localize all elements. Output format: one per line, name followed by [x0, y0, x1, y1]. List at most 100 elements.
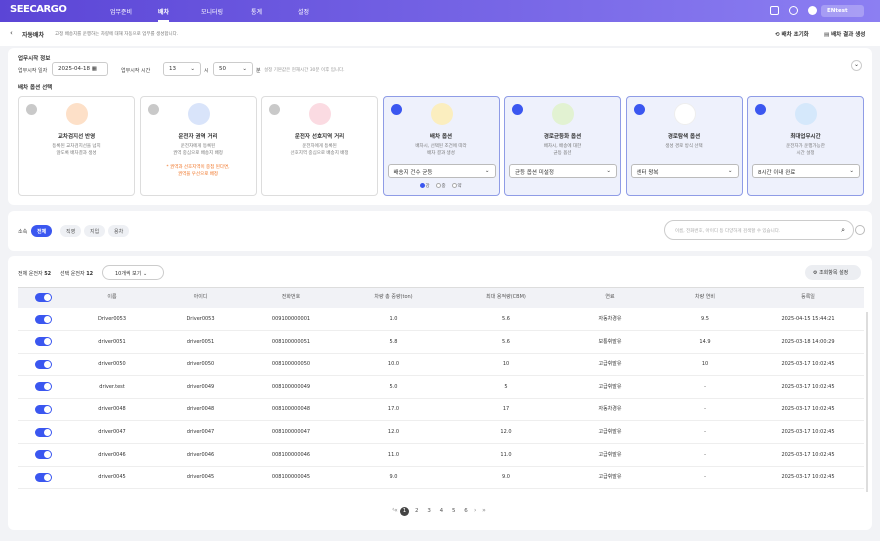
- table-cell: 10: [701, 361, 709, 368]
- page-size-select[interactable]: 10개씩 보기 ⌄: [102, 265, 164, 280]
- row-toggle[interactable]: [35, 404, 52, 414]
- table-cell: driver0049: [186, 383, 215, 390]
- option-card[interactable]: 운전자 권역 거리 운전자에게 등록된 권역 중심으로 배송지 배정 * 권역과 선호…: [139, 96, 257, 196]
- table-cell: driver0051: [98, 338, 126, 345]
- row-toggle[interactable]: [35, 450, 52, 460]
- option-card[interactable]: 배차 옵션 배차시, 선택된 조건에 따라 배차 결과 생성 배송지 건수 균등 ⌄ 강 중…: [382, 96, 500, 196]
- hour-unit: 시: [204, 68, 209, 74]
- filter-tab[interactable]: 직영: [60, 225, 82, 237]
- caret: ⌄: [606, 168, 611, 174]
- option-icon: [187, 103, 210, 125]
- collapse-button[interactable]: ⌄: [851, 60, 862, 71]
- select-value: 8시간 이내 완료: [758, 170, 796, 176]
- nav-menu-item[interactable]: 설정: [298, 9, 310, 16]
- option-card[interactable]: 최대업무시간 운전자가 운행가능한 시간 설정 8시간 이내 완료 ⌄: [747, 96, 864, 196]
- nav-menu-item[interactable]: 업무준비: [110, 9, 133, 16]
- radio[interactable]: [435, 183, 441, 188]
- row-toggle[interactable]: [35, 314, 52, 324]
- caret: ⌄: [849, 168, 854, 174]
- table-cell: 고급휘발유: [598, 361, 622, 368]
- minute-select[interactable]: 50 ⌄: [213, 62, 253, 76]
- icon-doc[interactable]: [770, 6, 779, 15]
- table-cell: 008100000047: [271, 429, 311, 435]
- date-input[interactable]: 2025-04-18 ▦: [52, 62, 108, 76]
- check-icon[interactable]: [147, 104, 159, 115]
- table-cell: 17.0: [387, 406, 400, 413]
- row-toggle[interactable]: [35, 337, 52, 347]
- filter-tab[interactable]: 전체: [31, 225, 53, 237]
- icon-help[interactable]: [789, 6, 798, 15]
- prev-next[interactable]: › »: [474, 507, 486, 514]
- section-title: 업무시작 정보: [18, 56, 51, 62]
- check-icon[interactable]: [26, 104, 37, 115]
- row-toggle[interactable]: [35, 427, 52, 437]
- check-icon[interactable]: [269, 104, 280, 115]
- option-card[interactable]: 경로균등화 옵션 배차시, 배송에 대한 균등 옵션 균등 옵션 미설정 ⌄: [504, 96, 621, 196]
- option-select[interactable]: 배송지 건수 균등 ⌄: [387, 164, 496, 178]
- radio-label: 강: [425, 184, 430, 189]
- row-toggle[interactable]: [35, 472, 52, 482]
- option-card[interactable]: 교차검지선 반영 등록된 교차검지선을 넘지 않도록 배차결과 생성: [18, 96, 135, 196]
- table-cell: driver0047: [186, 429, 215, 435]
- table-cell: driver0045: [98, 474, 126, 481]
- page-number[interactable]: 3: [427, 508, 431, 514]
- option-card[interactable]: 경로탐색 옵션 생성 경로 방식 선택 센터 왕복 ⌄: [625, 96, 743, 196]
- nav-menu-item[interactable]: 모니터링: [201, 9, 224, 16]
- radio-option[interactable]: 강: [419, 183, 430, 189]
- option-select[interactable]: 균등 옵션 미설정 ⌄: [509, 164, 617, 178]
- table-cell: driver0050: [186, 361, 215, 368]
- option-desc: 않도록 배차결과 생성: [56, 151, 97, 156]
- user-button[interactable]: ENtest: [821, 5, 864, 17]
- caret: ⌄: [727, 168, 733, 174]
- page-number[interactable]: 2: [415, 508, 419, 514]
- select-value: 배송지 건수 균등: [393, 170, 433, 176]
- row-toggle[interactable]: [35, 359, 52, 369]
- search-input[interactable]: 이름, 전화번호, 아이디 등 다양하게 검색할 수 있습니다. ⌕: [664, 220, 854, 240]
- nav-menu-item[interactable]: 통계: [251, 9, 263, 16]
- table-cell: 자동차경유: [598, 316, 622, 322]
- total-count: 전체 운전자 52: [18, 270, 51, 277]
- radio-option[interactable]: 중: [435, 183, 446, 189]
- back-button[interactable]: ‹: [10, 29, 13, 37]
- select-all-toggle[interactable]: [35, 293, 52, 302]
- column-header: 이름: [107, 294, 117, 300]
- filter-icon[interactable]: [855, 225, 865, 235]
- nav-menu-item[interactable]: 배차: [158, 7, 170, 22]
- option-desc: 운전자가 운행가능한: [786, 144, 825, 149]
- prev-page[interactable]: ‹: [392, 506, 395, 513]
- logo[interactable]: SEECARGO: [10, 4, 67, 15]
- option-select[interactable]: 8시간 이내 완료 ⌄: [752, 164, 860, 178]
- option-select[interactable]: 센터 왕복 ⌄: [630, 164, 739, 178]
- column-settings[interactable]: ⚙ 조회항목 설정: [805, 265, 861, 280]
- radio[interactable]: [451, 183, 457, 188]
- search-icon[interactable]: ⌕: [841, 226, 845, 234]
- table-cell: 고급휘발유: [598, 383, 622, 390]
- first-page[interactable]: «: [394, 507, 398, 514]
- table-cell: 2025-03-17 10:02:45: [781, 474, 835, 481]
- filter-tab[interactable]: 지입: [84, 225, 106, 237]
- hour-select[interactable]: 13 ⌄: [163, 62, 201, 76]
- page-number[interactable]: 6: [464, 508, 468, 514]
- page-number[interactable]: 5: [451, 508, 456, 514]
- row-toggle[interactable]: [35, 382, 52, 392]
- reset-button[interactable]: ⟲ 배차 초기화: [775, 32, 809, 38]
- check-icon[interactable]: [512, 104, 523, 115]
- option-desc: 등록된 교차검지선을 넘지: [52, 144, 101, 149]
- check-icon[interactable]: [633, 104, 645, 115]
- table-cell: 5: [504, 383, 508, 390]
- generate-button[interactable]: ▤ 배차 결과 생성: [824, 32, 866, 38]
- radio[interactable]: [419, 183, 425, 188]
- check-icon[interactable]: [755, 104, 766, 115]
- option-card[interactable]: 운전자 선호지역 거리 운전자에게 등록된 선호지역 중심으로 배송지 배정: [261, 96, 378, 196]
- option-desc: 운전자에게 등록된: [180, 144, 216, 149]
- page-number[interactable]: 1: [400, 507, 409, 516]
- page-number[interactable]: 4: [439, 508, 444, 514]
- table-cell: 5.0: [389, 383, 398, 390]
- label: 선택 운전자: [60, 271, 85, 277]
- column-header: 최대 용적량(CBM): [486, 294, 526, 300]
- radio-option[interactable]: 약: [451, 183, 462, 189]
- row-divider: [18, 465, 864, 467]
- option-title: 경로탐색 옵션: [667, 134, 701, 140]
- filter-tab[interactable]: 용차: [108, 225, 130, 237]
- check-icon[interactable]: [390, 104, 402, 115]
